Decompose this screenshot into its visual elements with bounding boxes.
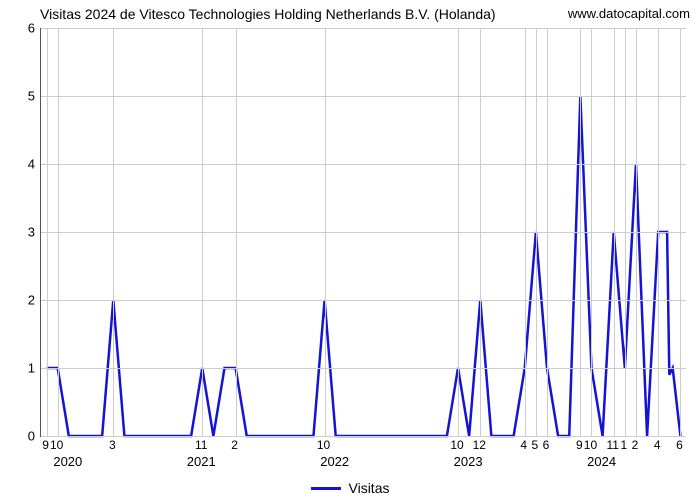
legend: Visitas: [0, 477, 700, 497]
legend-label: Visitas: [349, 480, 390, 496]
x-tick-label: 6: [676, 438, 683, 452]
source-url: www.datocapital.com: [568, 6, 690, 21]
x-tick-label: 12: [473, 438, 486, 452]
x-tick-label: 5: [532, 438, 539, 452]
gridline-v: [480, 28, 481, 436]
gridline-v: [113, 28, 114, 436]
x-year-label: 2020: [53, 454, 82, 469]
gridline-v: [47, 28, 48, 436]
y-tick-label: 5: [5, 89, 35, 104]
x-tick-label: 10: [50, 438, 63, 452]
gridline-v: [202, 28, 203, 436]
x-tick-label: 10: [584, 438, 597, 452]
y-tick-label: 1: [5, 361, 35, 376]
gridline-v: [625, 28, 626, 436]
y-tick-label: 6: [5, 21, 35, 36]
x-tick-label: 11: [606, 438, 618, 452]
gridline-v: [458, 28, 459, 436]
x-tick-label: 9: [576, 438, 583, 452]
x-tick-label: 1: [620, 438, 627, 452]
x-tick-label: 2: [231, 438, 238, 452]
gridline-v: [236, 28, 237, 436]
x-tick-label: 9: [42, 438, 49, 452]
gridline-h: [41, 28, 686, 29]
x-tick-label: 2: [632, 438, 639, 452]
gridline-h: [41, 164, 686, 165]
gridline-h: [41, 436, 686, 437]
x-tick-label: 11: [195, 438, 207, 452]
chart-title: Visitas 2024 de Vitesco Technologies Hol…: [40, 6, 496, 22]
x-year-label: 2023: [454, 454, 483, 469]
x-year-label: 2024: [587, 454, 616, 469]
x-tick-label: 10: [317, 438, 330, 452]
gridline-v: [58, 28, 59, 436]
x-year-label: 2021: [187, 454, 216, 469]
legend-item-visitas: Visitas: [311, 480, 390, 496]
x-tick-label: 3: [109, 438, 116, 452]
gridline-h: [41, 96, 686, 97]
x-tick-label: 4: [654, 438, 661, 452]
gridline-v: [536, 28, 537, 436]
gridline-v: [591, 28, 592, 436]
gridline-v: [680, 28, 681, 436]
gridline-h: [41, 300, 686, 301]
gridline-v: [580, 28, 581, 436]
x-tick-label: 6: [543, 438, 550, 452]
x-year-label: 2022: [320, 454, 349, 469]
gridline-h: [41, 368, 686, 369]
gridline-v: [636, 28, 637, 436]
gridline-v: [614, 28, 615, 436]
gridline-v: [525, 28, 526, 436]
y-tick-label: 2: [5, 293, 35, 308]
legend-swatch: [311, 487, 341, 490]
y-tick-label: 0: [5, 429, 35, 444]
plot-area: [40, 28, 686, 437]
gridline-v: [325, 28, 326, 436]
y-tick-label: 3: [5, 225, 35, 240]
x-tick-label: 4: [520, 438, 527, 452]
gridline-v: [547, 28, 548, 436]
y-tick-label: 4: [5, 157, 35, 172]
x-tick-label: 10: [450, 438, 463, 452]
gridline-v: [658, 28, 659, 436]
gridline-h: [41, 232, 686, 233]
